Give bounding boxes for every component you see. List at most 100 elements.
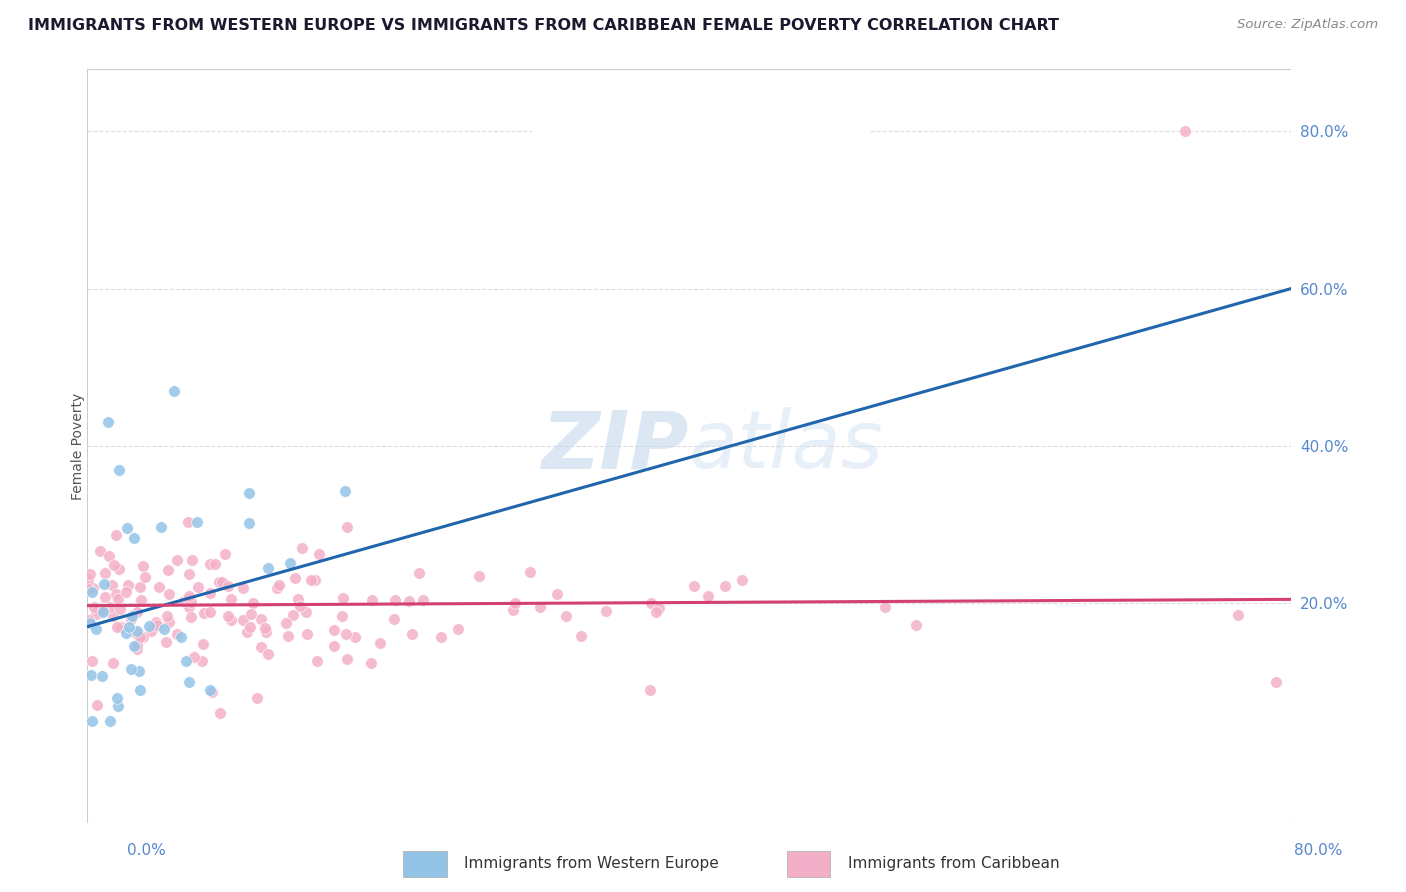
Point xyxy=(183,649,205,664)
Point xyxy=(101,578,124,592)
Point xyxy=(166,552,188,566)
Point xyxy=(89,544,111,558)
Point xyxy=(77,573,100,587)
Point xyxy=(107,698,129,713)
Point xyxy=(502,603,524,617)
Point xyxy=(308,547,330,561)
Point xyxy=(166,627,188,641)
Point xyxy=(1227,607,1250,622)
Point xyxy=(125,624,148,639)
Point xyxy=(177,599,200,614)
Point xyxy=(79,613,101,627)
Point xyxy=(91,605,114,619)
Point xyxy=(204,557,226,571)
Point xyxy=(295,605,318,619)
Point xyxy=(208,574,231,589)
Point xyxy=(177,591,200,606)
Point xyxy=(697,589,720,603)
Point xyxy=(93,603,115,617)
FancyBboxPatch shape xyxy=(404,851,447,877)
Point xyxy=(98,714,121,729)
Point xyxy=(288,599,311,613)
Point xyxy=(368,635,391,649)
Point xyxy=(274,616,297,631)
Point xyxy=(198,586,221,600)
Point xyxy=(304,574,326,588)
Point xyxy=(148,580,170,594)
Point xyxy=(187,580,209,594)
Point xyxy=(173,594,195,608)
Point xyxy=(232,613,254,627)
Point xyxy=(638,682,661,697)
Point xyxy=(281,608,304,623)
Y-axis label: Female Poverty: Female Poverty xyxy=(72,392,86,500)
Point xyxy=(214,547,236,561)
Point xyxy=(79,615,101,630)
Point xyxy=(1174,124,1197,138)
Point xyxy=(180,609,202,624)
Text: 80.0%: 80.0% xyxy=(1295,843,1343,858)
Point xyxy=(97,416,120,430)
Point xyxy=(335,627,357,641)
Point xyxy=(80,714,103,729)
Point xyxy=(875,600,897,615)
Point xyxy=(730,573,752,587)
Point xyxy=(904,618,927,632)
Point xyxy=(157,564,180,578)
Point xyxy=(132,630,155,644)
Point xyxy=(79,567,101,582)
Point xyxy=(401,627,423,641)
Point xyxy=(94,591,117,605)
Point xyxy=(198,605,221,619)
Point xyxy=(91,669,114,683)
Point xyxy=(336,520,359,534)
Point xyxy=(177,590,200,604)
Point xyxy=(447,622,470,636)
Point xyxy=(94,566,117,580)
Point xyxy=(246,690,269,705)
Point xyxy=(336,652,359,666)
Text: IMMIGRANTS FROM WESTERN EUROPE VS IMMIGRANTS FROM CARIBBEAN FEMALE POVERTY CORRE: IMMIGRANTS FROM WESTERN EUROPE VS IMMIGR… xyxy=(28,18,1059,33)
Text: ZIP: ZIP xyxy=(541,407,689,485)
Point xyxy=(201,685,224,699)
Point xyxy=(121,609,143,624)
Point xyxy=(287,592,309,607)
Point xyxy=(217,609,239,624)
Point xyxy=(198,557,221,571)
Point xyxy=(219,592,242,607)
Point xyxy=(236,624,259,639)
Point xyxy=(103,608,125,623)
Point xyxy=(118,620,141,634)
Point xyxy=(127,642,149,657)
Point xyxy=(398,594,420,608)
Point xyxy=(191,654,214,668)
Point xyxy=(529,600,551,615)
Text: Immigrants from Caribbean: Immigrants from Caribbean xyxy=(848,855,1060,871)
Point xyxy=(120,612,142,626)
Point xyxy=(291,541,314,555)
Point xyxy=(344,630,367,644)
Point xyxy=(467,568,489,582)
Point xyxy=(174,654,197,668)
Point xyxy=(253,621,276,635)
Point xyxy=(430,631,453,645)
Point xyxy=(86,698,108,713)
Text: Immigrants from Western Europe: Immigrants from Western Europe xyxy=(464,855,718,871)
Point xyxy=(80,654,103,668)
Point xyxy=(278,556,301,570)
Text: 0.0%: 0.0% xyxy=(127,843,166,858)
Point xyxy=(332,608,354,623)
Point xyxy=(93,577,115,591)
Point xyxy=(503,596,526,610)
Point xyxy=(141,624,163,638)
Point xyxy=(277,629,299,643)
Point xyxy=(382,612,405,626)
Text: Source: ZipAtlas.com: Source: ZipAtlas.com xyxy=(1237,18,1378,31)
Point xyxy=(162,384,184,398)
Point xyxy=(82,581,104,595)
Point xyxy=(180,553,202,567)
Point xyxy=(250,612,273,626)
Point xyxy=(122,639,145,653)
Point xyxy=(155,635,177,649)
Point xyxy=(128,630,150,644)
